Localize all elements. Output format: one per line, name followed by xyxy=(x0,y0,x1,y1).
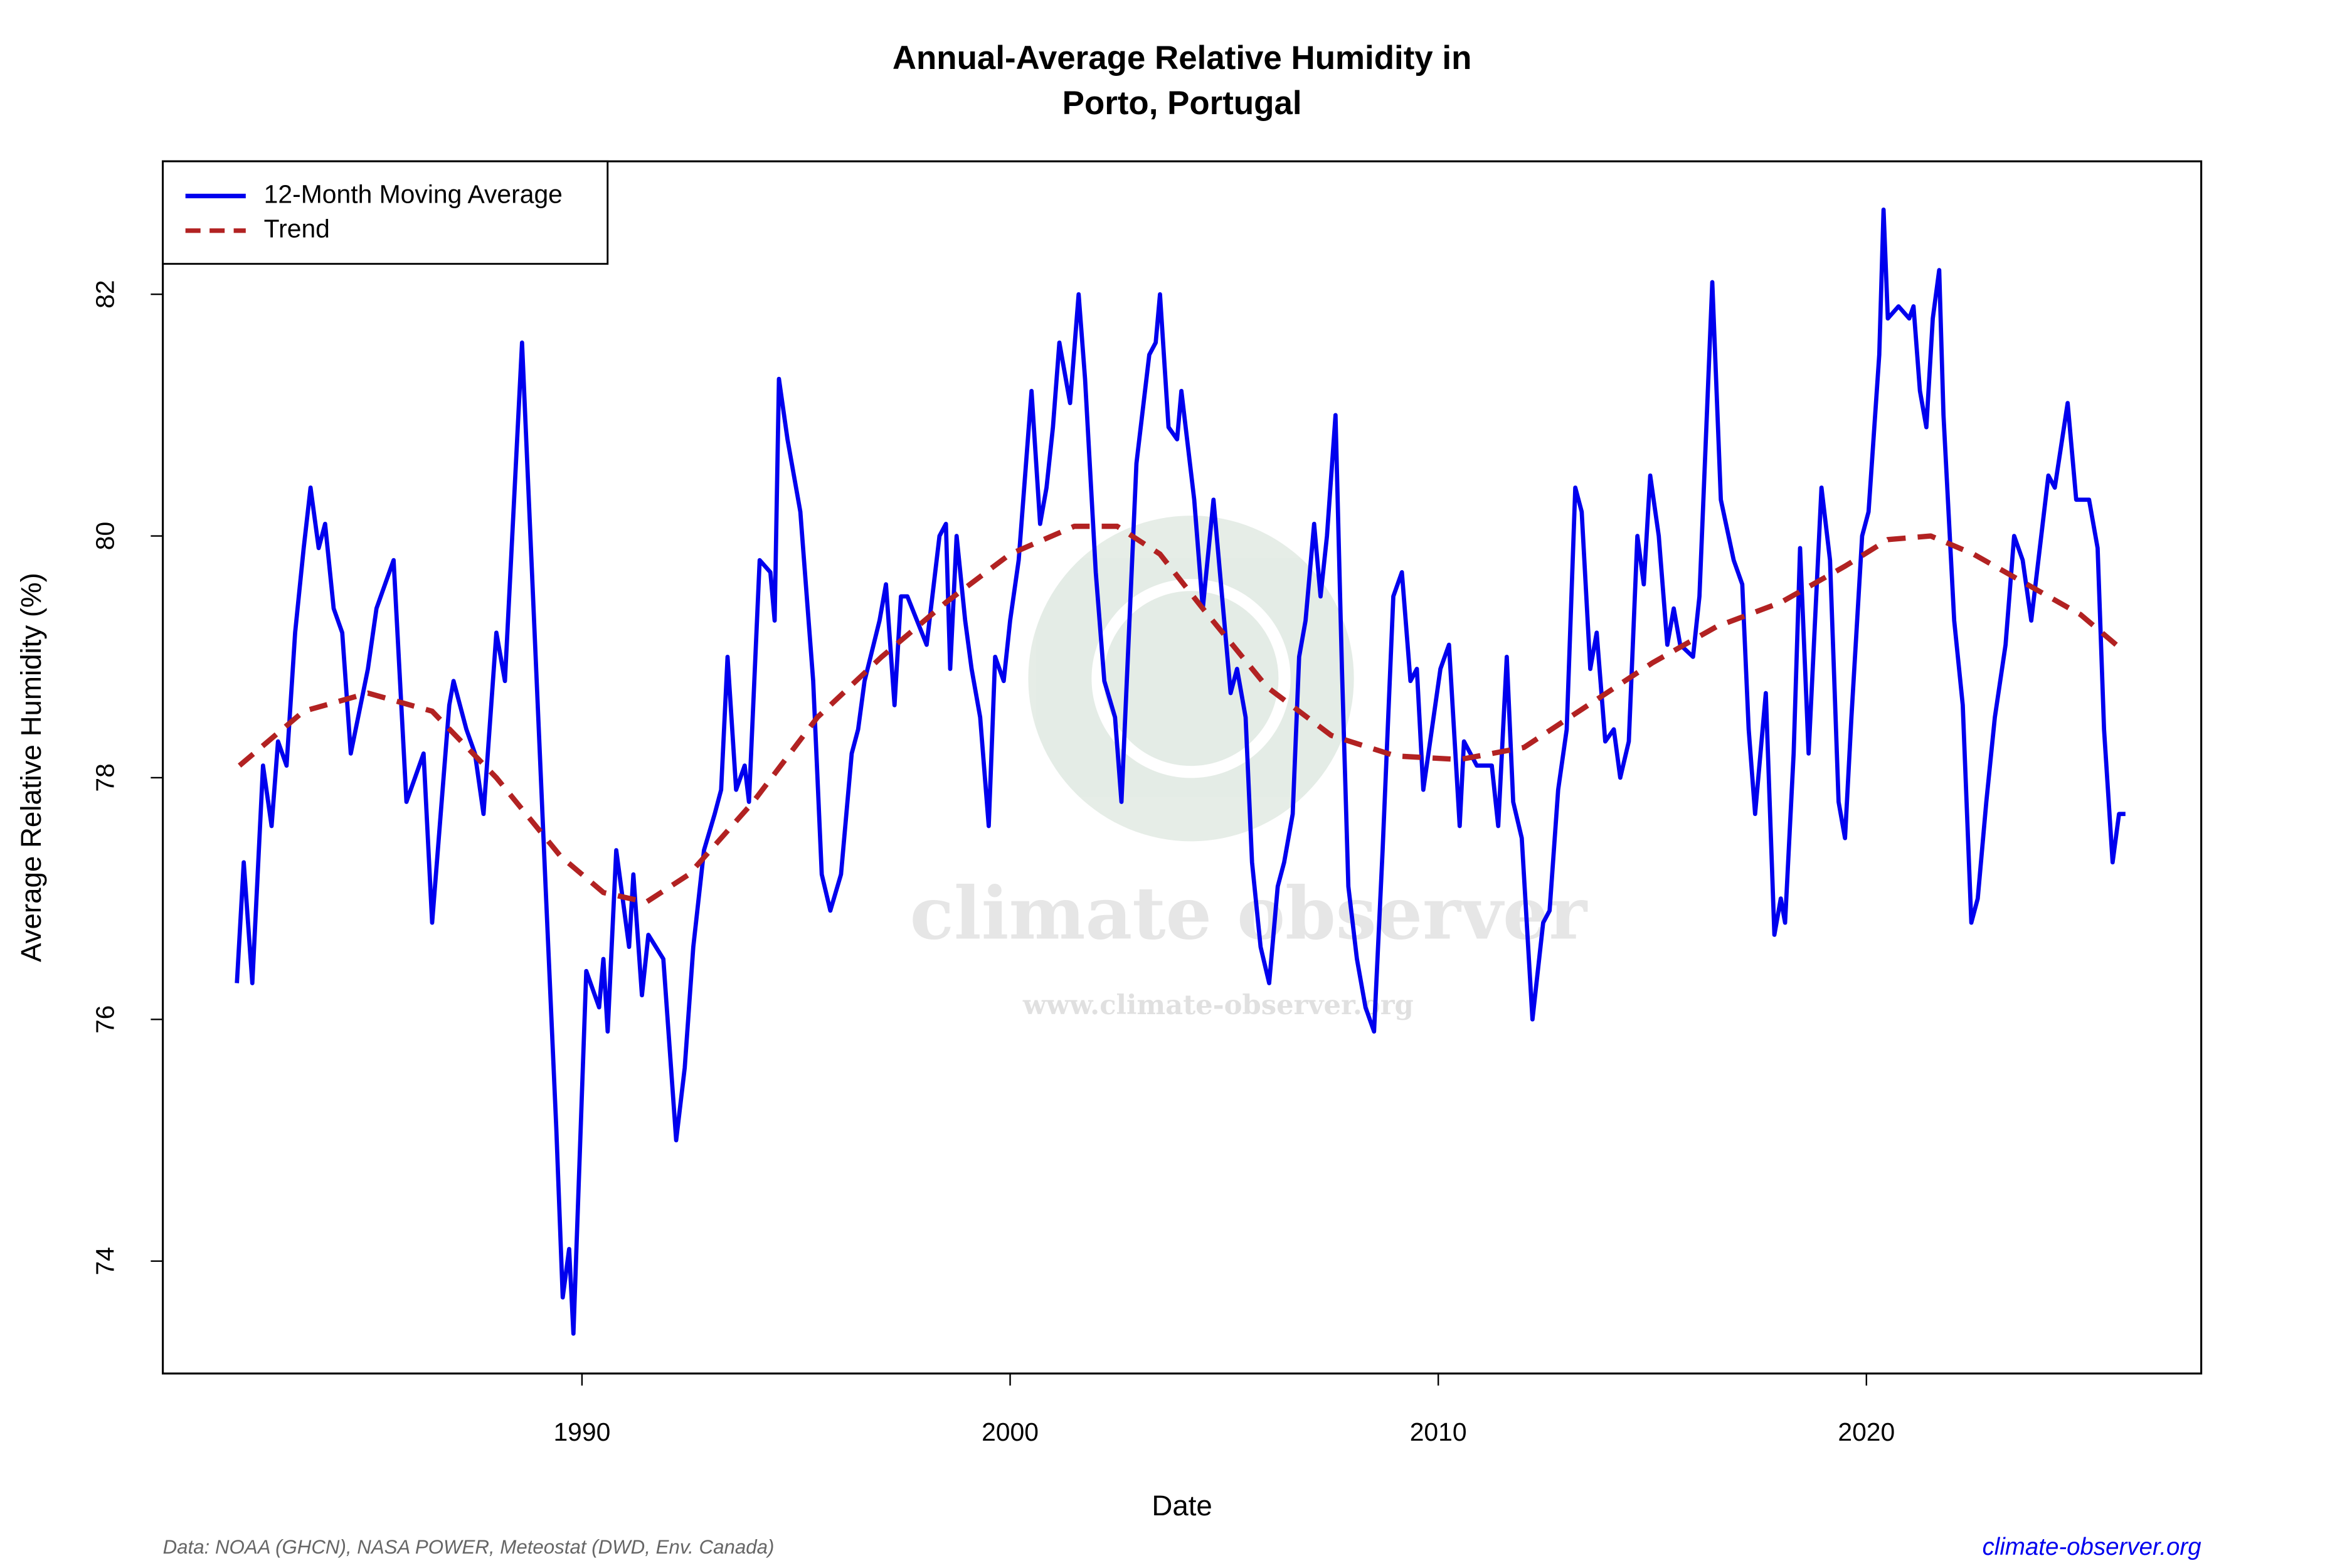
y-tick-label: 78 xyxy=(90,763,119,792)
site-link[interactable]: climate-observer.org xyxy=(1983,1534,2202,1560)
legend-label: 12-Month Moving Average xyxy=(264,179,563,208)
watermark-url: www.climate-observer.org xyxy=(1022,989,1414,1021)
y-axis-label: Average Relative Humidity (%) xyxy=(15,573,47,962)
watermark-globe-ring xyxy=(1091,579,1291,778)
y-tick-label: 76 xyxy=(90,1005,119,1034)
watermark-text: climate observer xyxy=(910,871,1588,956)
y-tick-label: 80 xyxy=(90,522,119,550)
x-tick-label: 1990 xyxy=(553,1417,610,1446)
legend-label: Trend xyxy=(264,215,330,243)
legend-box xyxy=(162,160,609,265)
plot-frame xyxy=(162,160,2203,1375)
chart-title: Annual-Average Relative Humidity in xyxy=(893,40,1472,77)
y-tick-label: 82 xyxy=(90,280,119,308)
data-line xyxy=(235,207,2126,1336)
watermark-globe xyxy=(1028,516,1354,842)
y-tick-label: 74 xyxy=(90,1247,119,1275)
x-tick-label: 2020 xyxy=(1838,1417,1895,1446)
x-tick-label: 2000 xyxy=(982,1417,1039,1446)
chart-title: Porto, Portugal xyxy=(1062,85,1302,122)
trend-line xyxy=(238,523,2126,905)
source-note: Data: NOAA (GHCN), NASA POWER, Meteostat… xyxy=(163,1536,775,1558)
watermark xyxy=(1028,516,1354,842)
x-tick-label: 2010 xyxy=(1410,1417,1467,1446)
x-axis-label: Date xyxy=(1152,1490,1212,1522)
